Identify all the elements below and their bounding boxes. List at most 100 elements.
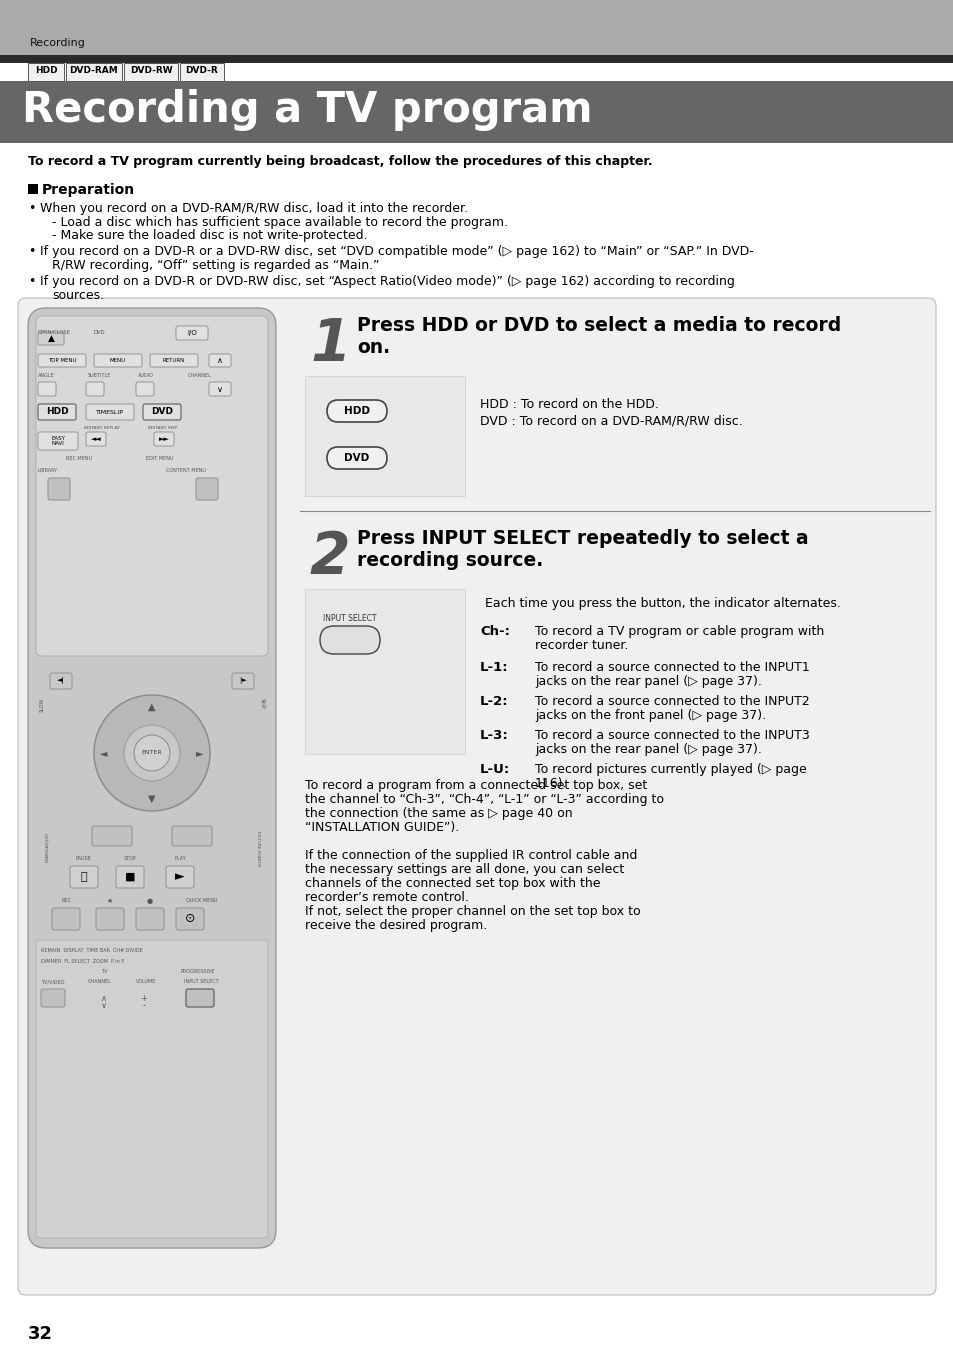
Text: Press HDD or DVD to select a media to record: Press HDD or DVD to select a media to re… bbox=[356, 315, 841, 336]
Text: If you record on a DVD-R or DVD-RW disc, set “Aspect Ratio(Video mode)” (▷ page : If you record on a DVD-R or DVD-RW disc,… bbox=[40, 275, 734, 288]
Text: ◄◄: ◄◄ bbox=[91, 435, 101, 442]
Text: INSTANT SKIP: INSTANT SKIP bbox=[148, 426, 177, 430]
Text: INPUT SELECT: INPUT SELECT bbox=[184, 979, 218, 984]
FancyBboxPatch shape bbox=[28, 307, 275, 1248]
Text: ∨: ∨ bbox=[216, 384, 223, 394]
Circle shape bbox=[94, 696, 210, 811]
Text: jacks on the rear panel (▷ page 37).: jacks on the rear panel (▷ page 37). bbox=[535, 743, 761, 756]
Text: TIMESLIP: TIMESLIP bbox=[96, 410, 124, 414]
Bar bbox=[180, 63, 224, 81]
FancyBboxPatch shape bbox=[175, 326, 208, 340]
Bar bbox=[305, 589, 464, 754]
Text: ►: ► bbox=[196, 748, 204, 758]
FancyBboxPatch shape bbox=[50, 673, 71, 689]
Text: If the connection of the supplied IR control cable and: If the connection of the supplied IR con… bbox=[305, 849, 637, 861]
Text: ▲: ▲ bbox=[48, 334, 54, 342]
Text: -: - bbox=[142, 1002, 146, 1010]
Text: ★: ★ bbox=[107, 898, 113, 905]
Text: L-U:: L-U: bbox=[479, 763, 510, 776]
Text: CHANNEL: CHANNEL bbox=[88, 979, 112, 984]
FancyBboxPatch shape bbox=[175, 909, 204, 930]
Text: REMAIN  DISPLAY  TIME BAR  CH# DIVIDE: REMAIN DISPLAY TIME BAR CH# DIVIDE bbox=[41, 948, 143, 953]
Bar bbox=[124, 63, 178, 81]
Text: ▲: ▲ bbox=[148, 702, 155, 712]
Text: Press INPUT SELECT repeatedly to select a: Press INPUT SELECT repeatedly to select … bbox=[356, 528, 808, 549]
Text: jacks on the front panel (▷ page 37).: jacks on the front panel (▷ page 37). bbox=[535, 709, 765, 723]
Text: ∧: ∧ bbox=[216, 356, 223, 365]
Text: SKIP: SKIP bbox=[259, 698, 264, 709]
Text: HDD: HDD bbox=[46, 407, 69, 417]
Text: REC MENU: REC MENU bbox=[66, 456, 91, 461]
Text: HDD : To record on the HDD.: HDD : To record on the HDD. bbox=[479, 398, 659, 411]
Text: REC: REC bbox=[61, 898, 71, 903]
Bar bbox=[66, 63, 122, 81]
Text: ⏸: ⏸ bbox=[81, 872, 88, 882]
Text: CONTENT MENU: CONTENT MENU bbox=[166, 468, 206, 473]
Bar bbox=[28, 183, 38, 194]
Text: DVD-RW: DVD-RW bbox=[130, 66, 172, 75]
Text: DVD-RAM: DVD-RAM bbox=[70, 66, 118, 75]
Text: To record pictures currently played (▷ page: To record pictures currently played (▷ p… bbox=[535, 763, 806, 776]
FancyBboxPatch shape bbox=[94, 355, 142, 367]
Text: VOLUME: VOLUME bbox=[136, 979, 156, 984]
FancyBboxPatch shape bbox=[86, 431, 106, 446]
Text: 2: 2 bbox=[310, 528, 351, 586]
Text: LIBRARY: LIBRARY bbox=[38, 468, 58, 473]
Text: DIMMER  FL SELECT  ZOOM  P in P: DIMMER FL SELECT ZOOM P in P bbox=[41, 958, 124, 964]
Text: SUBTITLE: SUBTITLE bbox=[88, 373, 112, 377]
FancyBboxPatch shape bbox=[136, 381, 153, 396]
Text: 1: 1 bbox=[310, 315, 351, 373]
Text: If not, select the proper channel on the set top box to: If not, select the proper channel on the… bbox=[305, 905, 640, 918]
Text: ∨: ∨ bbox=[101, 1002, 107, 1010]
Text: TV: TV bbox=[101, 969, 107, 975]
Text: I/O: I/O bbox=[187, 330, 196, 336]
FancyBboxPatch shape bbox=[143, 404, 181, 421]
Text: If you record on a DVD-R or a DVD-RW disc, set “DVD compatible mode” (▷ page 162: If you record on a DVD-R or a DVD-RW dis… bbox=[40, 245, 753, 257]
Text: QUICK MENU: QUICK MENU bbox=[186, 898, 217, 903]
Text: DVD: DVD bbox=[151, 407, 172, 417]
Text: SLOW: SLOW bbox=[39, 698, 45, 712]
Text: PROGRESSIVE: PROGRESSIVE bbox=[181, 969, 215, 975]
Text: PAUSE: PAUSE bbox=[75, 856, 91, 861]
Text: To record a source connected to the INPUT2: To record a source connected to the INPU… bbox=[535, 696, 809, 708]
Text: To record a TV program currently being broadcast, follow the procedures of this : To record a TV program currently being b… bbox=[28, 155, 652, 168]
Bar bbox=[28, 63, 64, 81]
Text: CHANNEL: CHANNEL bbox=[188, 373, 212, 377]
Text: DVD: DVD bbox=[94, 330, 106, 336]
FancyBboxPatch shape bbox=[186, 989, 213, 1007]
Text: - Make sure the loaded disc is not write-protected.: - Make sure the loaded disc is not write… bbox=[52, 229, 367, 243]
FancyBboxPatch shape bbox=[52, 909, 80, 930]
Text: EDIT MENU: EDIT MENU bbox=[146, 456, 173, 461]
Text: DVD : To record on a DVD-RAM/R/RW disc.: DVD : To record on a DVD-RAM/R/RW disc. bbox=[479, 414, 742, 427]
Text: To record a source connected to the INPUT1: To record a source connected to the INPU… bbox=[535, 661, 809, 674]
Circle shape bbox=[133, 735, 170, 771]
FancyBboxPatch shape bbox=[232, 673, 253, 689]
Text: •: • bbox=[28, 245, 35, 257]
Text: ►►: ►► bbox=[158, 435, 170, 442]
Text: ANGLE: ANGLE bbox=[38, 373, 54, 377]
FancyBboxPatch shape bbox=[70, 865, 98, 888]
Text: R/RW recording, “Off” setting is regarded as “Main.”: R/RW recording, “Off” setting is regarde… bbox=[52, 259, 379, 272]
Text: DVD-R: DVD-R bbox=[186, 66, 218, 75]
Text: ◄: ◄ bbox=[100, 748, 108, 758]
Text: - Load a disc which has sufficient space available to record the program.: - Load a disc which has sufficient space… bbox=[52, 216, 507, 229]
Text: Ch-:: Ch-: bbox=[479, 625, 510, 638]
FancyBboxPatch shape bbox=[38, 332, 64, 345]
FancyBboxPatch shape bbox=[96, 909, 124, 930]
Text: “INSTALLATION GUIDE”).: “INSTALLATION GUIDE”). bbox=[305, 821, 458, 834]
FancyBboxPatch shape bbox=[327, 448, 387, 469]
Text: recorder tuner.: recorder tuner. bbox=[535, 639, 628, 652]
Text: AUDIO: AUDIO bbox=[138, 373, 153, 377]
Text: HDD: HDD bbox=[344, 406, 370, 417]
Bar bbox=[305, 376, 464, 496]
Text: OPEN/CLOSE: OPEN/CLOSE bbox=[38, 330, 71, 336]
FancyBboxPatch shape bbox=[38, 404, 76, 421]
Text: recorder’s remote control.: recorder’s remote control. bbox=[305, 891, 468, 905]
Text: 32: 32 bbox=[28, 1325, 53, 1343]
FancyBboxPatch shape bbox=[150, 355, 198, 367]
FancyBboxPatch shape bbox=[41, 989, 65, 1007]
Text: RETURN: RETURN bbox=[163, 359, 185, 363]
Text: 116).: 116). bbox=[535, 776, 567, 790]
Text: PLAY: PLAY bbox=[174, 856, 186, 861]
Text: TV/VIDEO: TV/VIDEO bbox=[41, 979, 65, 984]
